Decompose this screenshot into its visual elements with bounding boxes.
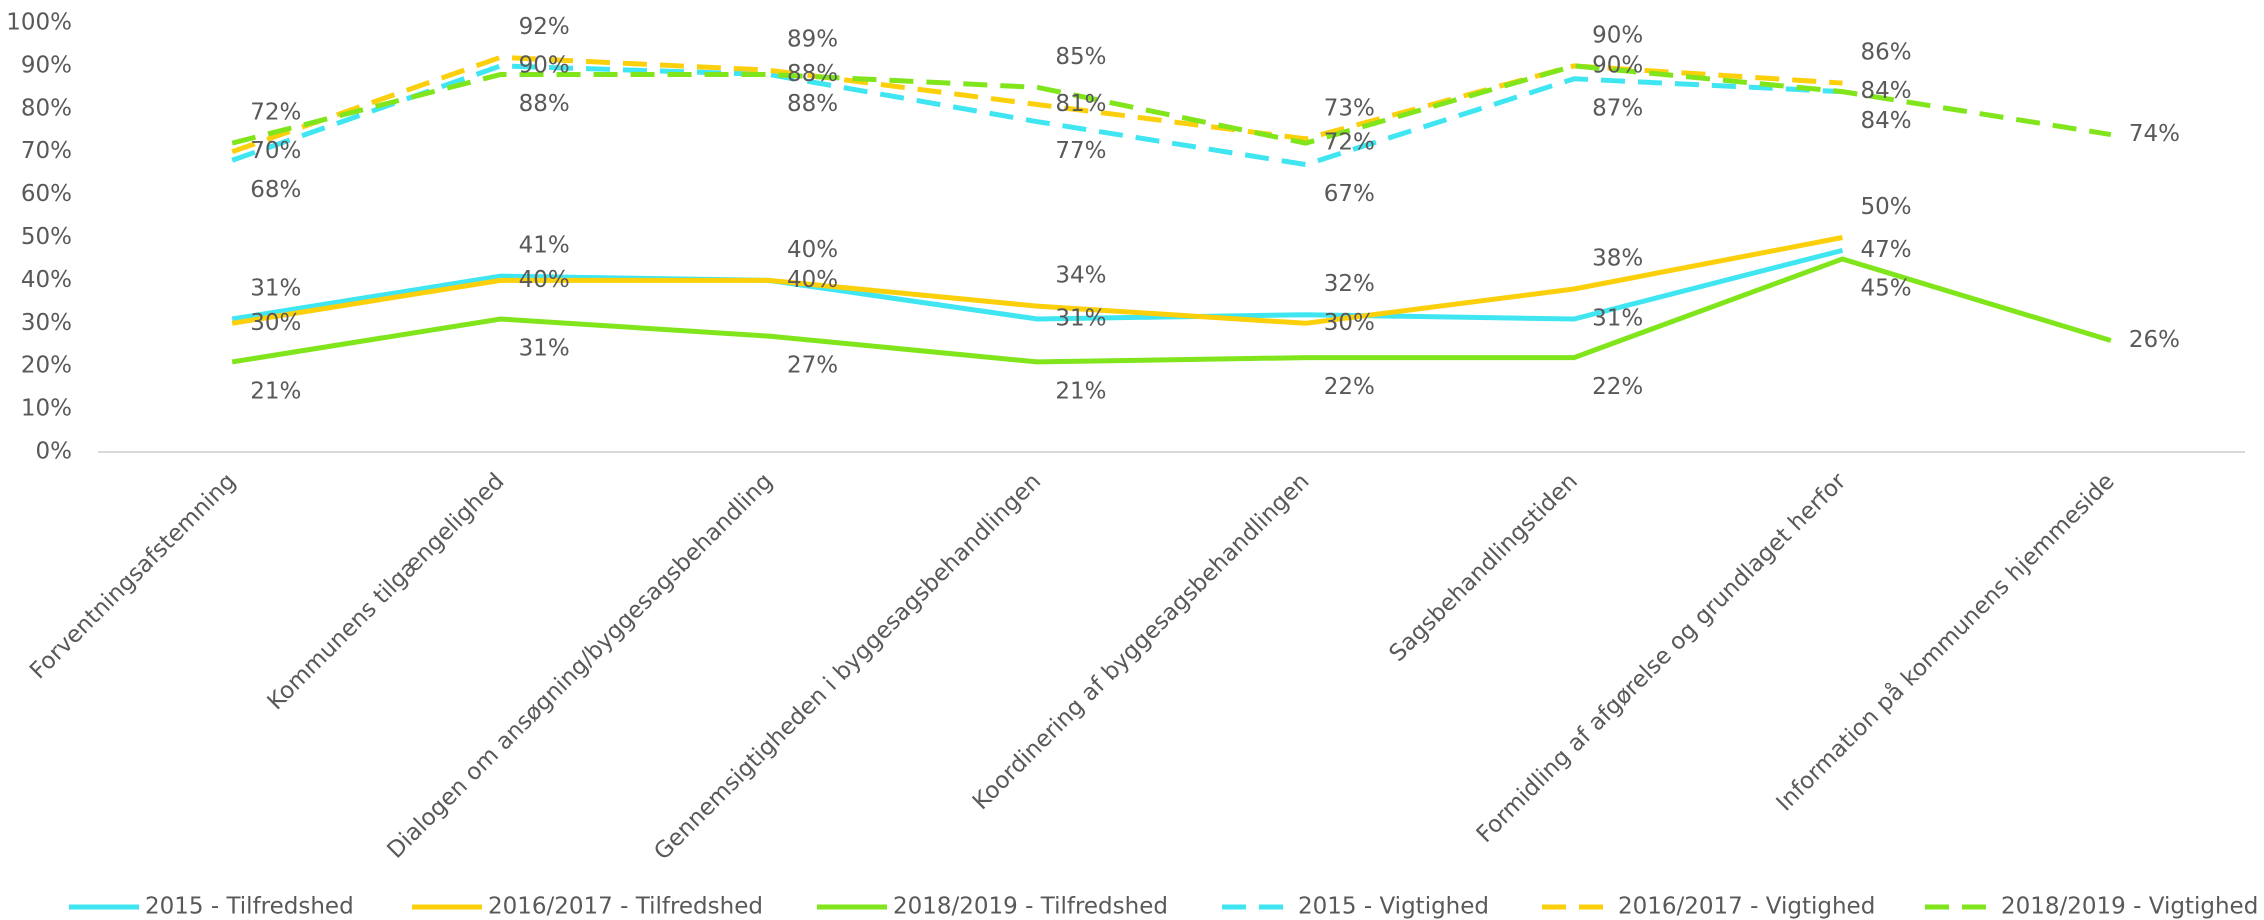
data-label: 87%	[1592, 95, 1643, 121]
y-tick-label: 10%	[21, 396, 72, 422]
series-line	[231, 54, 1843, 155]
data-label: 89%	[787, 27, 838, 53]
x-tick-label: Information på kommunens hjemmeside	[1770, 467, 2119, 816]
data-label: 31%	[250, 276, 301, 302]
data-label: 34%	[1055, 263, 1106, 289]
series-line	[231, 63, 1843, 168]
data-label: 30%	[1324, 310, 1375, 336]
data-label: 88%	[787, 61, 838, 87]
y-tick-label: 40%	[21, 267, 72, 293]
data-label: 86%	[1860, 40, 1911, 66]
data-label: 67%	[1324, 181, 1375, 207]
x-tick-label: Sagsbehandlingstiden	[1385, 468, 1583, 666]
y-tick-label: 0%	[36, 439, 73, 465]
y-tick-label: 30%	[21, 310, 72, 336]
data-label: 30%	[250, 310, 301, 336]
data-label: 50%	[1860, 194, 1911, 220]
legend-label: 2015 - Tilfredshed	[145, 894, 354, 920]
data-label: 84%	[1860, 108, 1911, 134]
data-label: 72%	[1324, 130, 1375, 156]
y-tick-label: 80%	[21, 95, 72, 121]
data-label: 81%	[1055, 91, 1106, 117]
y-tick-label: 100%	[6, 10, 72, 36]
data-label: 31%	[1592, 306, 1643, 332]
series-line	[231, 235, 1843, 326]
y-tick-label: 70%	[21, 138, 72, 164]
data-label: 40%	[787, 237, 838, 263]
data-label: 47%	[1860, 237, 1911, 263]
data-label: 72%	[250, 100, 301, 126]
data-label: 38%	[1592, 245, 1643, 271]
data-label: 32%	[1324, 271, 1375, 297]
series-line	[231, 63, 2112, 146]
data-label: 90%	[519, 52, 570, 78]
legend-label: 2016/2017 - Vigtighed	[1618, 894, 1875, 920]
data-label: 41%	[519, 233, 570, 259]
series-line	[231, 247, 1844, 322]
legend-label: 2018/2019 - Vigtighed	[2001, 894, 2258, 920]
data-label: 21%	[250, 378, 301, 404]
data-label: 45%	[1860, 275, 1911, 301]
data-label: 88%	[519, 91, 570, 117]
x-tick-label: Koordinering af byggesagsbehandlingen	[968, 468, 1315, 815]
data-label: 88%	[787, 91, 838, 117]
data-label: 74%	[2129, 121, 2180, 147]
data-label: 31%	[1055, 306, 1106, 332]
data-label: 21%	[1055, 378, 1106, 404]
y-tick-label: 90%	[21, 52, 72, 78]
y-tick-label: 60%	[21, 181, 72, 207]
data-label: 77%	[1055, 138, 1106, 164]
data-label: 31%	[519, 336, 570, 362]
data-label: 84%	[1860, 78, 1911, 104]
data-label: 85%	[1055, 44, 1106, 70]
data-label: 68%	[250, 177, 301, 203]
series-line	[231, 256, 2112, 365]
data-label: 40%	[519, 267, 570, 293]
x-tick-label: Forventningsafstemning	[25, 468, 241, 684]
data-label: 26%	[2129, 327, 2180, 353]
x-tick-label: Kommunens tilgængelighed	[263, 468, 510, 715]
legend-label: 2015 - Vigtighed	[1298, 894, 1489, 920]
data-label: 22%	[1592, 374, 1643, 400]
y-tick-label: 20%	[21, 353, 72, 379]
data-label: 90%	[1592, 22, 1643, 48]
data-label: 70%	[250, 138, 301, 164]
data-label: 90%	[1592, 52, 1643, 78]
data-label: 73%	[1324, 95, 1375, 121]
y-tick-label: 50%	[21, 224, 72, 250]
data-label: 22%	[1324, 374, 1375, 400]
legend-label: 2016/2017 - Tilfredshed	[488, 894, 763, 920]
data-label: 27%	[787, 353, 838, 379]
legend-label: 2018/2019 - Tilfredshed	[893, 894, 1168, 920]
data-label: 40%	[787, 267, 838, 293]
data-label: 92%	[519, 14, 570, 40]
